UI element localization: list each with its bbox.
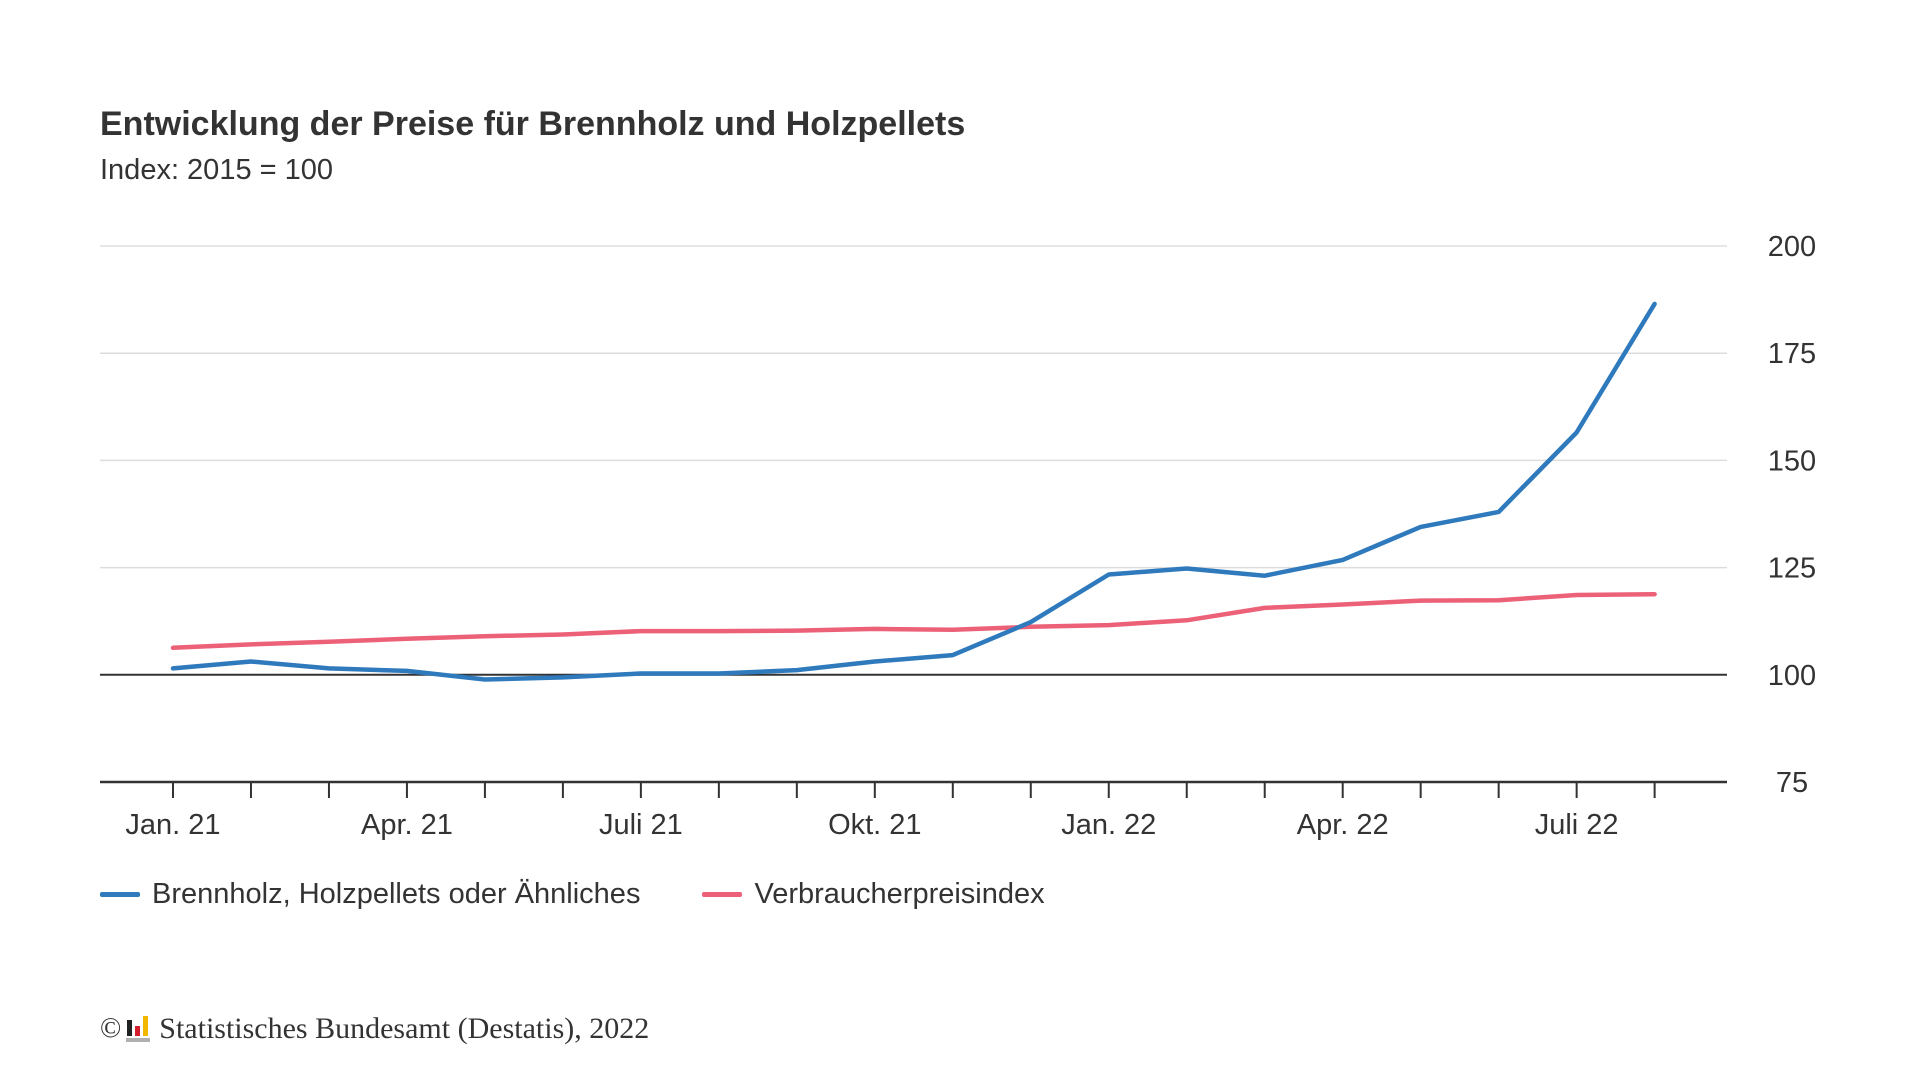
x-tick-label: Apr. 21 (361, 809, 453, 841)
legend-swatch-brennholz (100, 892, 140, 897)
series-line-verbraucherpreisindex (170, 591, 1657, 651)
y-tick-label: 125 (1768, 553, 1816, 585)
legend-label-verbraucherpreisindex: Verbraucherpreisindex (754, 878, 1045, 910)
y-tick-label: 150 (1768, 445, 1816, 477)
x-axis: Jan. 21 Apr. 21 Juli 21 Okt. 21 Jan. 22 Apr. … (125, 782, 1656, 841)
destatis-logo-icon (125, 1016, 151, 1042)
y-axis-labels: 200 175 150 125 100 75 (1768, 231, 1816, 799)
series-line-brennholz (170, 301, 1657, 682)
y-tick-label: 200 (1768, 231, 1816, 263)
chart-title: Entwicklung der Preise für Brennholz und… (100, 105, 966, 143)
y-tick-label: 75 (1776, 767, 1808, 799)
y-tick-label: 175 (1768, 338, 1816, 370)
legend-swatch-verbraucherpreisindex (702, 892, 743, 897)
legend: Brennholz, Holzpellets oder Ähnliches Ve… (100, 878, 1107, 911)
legend-item-verbraucherpreisindex[interactable]: Verbraucherpreisindex (702, 878, 1045, 911)
chart-subtitle: Index: 2015 = 100 (100, 154, 334, 186)
series-layer (170, 301, 1657, 682)
x-tick-label: Juli 22 (1535, 809, 1619, 841)
x-tick-label: Okt. 21 (828, 809, 922, 841)
x-tick-label: Juli 21 (599, 809, 683, 841)
source-footer: © Statistisches Bundesamt (Destatis), 20… (100, 1012, 649, 1046)
legend-item-brennholz[interactable]: Brennholz, Holzpellets oder Ähnliches (100, 878, 640, 911)
x-tick-label: Jan. 21 (125, 809, 220, 841)
x-tick-label: Apr. 22 (1297, 809, 1389, 841)
x-tick-label: Jan. 22 (1061, 809, 1156, 841)
source-text[interactable]: Statistisches Bundesamt (Destatis), 2022 (159, 1012, 650, 1045)
grid-layer (100, 245, 1727, 784)
y-tick-label: 100 (1768, 660, 1816, 692)
copyright-symbol: © (100, 1013, 122, 1044)
legend-label-brennholz: Brennholz, Holzpellets oder Ähnliches (152, 878, 641, 910)
